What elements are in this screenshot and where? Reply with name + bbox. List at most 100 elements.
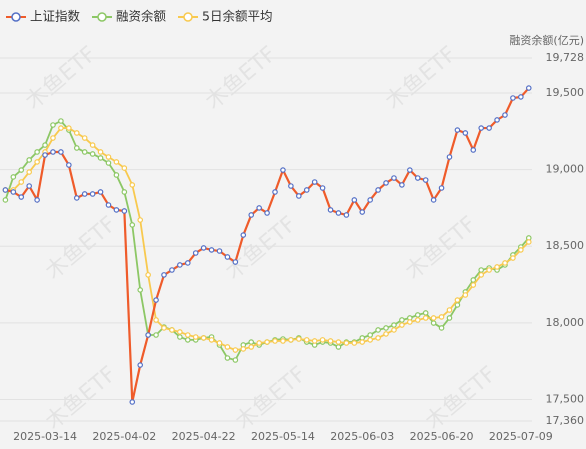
point [438,314,445,320]
point [303,337,310,343]
point [367,337,373,343]
point [272,338,278,344]
y-tick-label: 19,500 [546,86,585,99]
legend-marker [183,12,193,22]
point [343,212,350,218]
point [502,112,508,118]
point [518,247,524,253]
point [256,205,262,211]
point [97,149,104,155]
point [280,167,286,173]
point [50,122,56,128]
point [311,338,318,344]
x-tick-label: 2025-04-22 [172,430,236,443]
point [97,189,104,195]
point [454,297,461,303]
point [407,167,413,173]
point [89,151,96,157]
point [105,160,112,166]
point [34,149,40,155]
point [391,322,397,328]
point [288,183,294,189]
y-tick-label: 19,000 [546,163,585,176]
point [351,340,358,346]
point [446,307,453,313]
point [280,338,286,344]
point [58,125,64,131]
point [264,339,270,345]
point [89,191,96,197]
point [153,317,159,323]
point [422,315,429,321]
x-tick-label: 2025-06-20 [410,430,474,443]
point [248,344,255,350]
point [462,130,469,136]
watermark: 木鱼ETF [201,42,281,115]
point [335,344,342,350]
point [18,194,25,200]
point [327,338,334,344]
point [256,340,262,346]
point [81,191,88,197]
point [446,315,453,321]
point [430,197,437,203]
point [359,339,366,345]
point [169,327,175,333]
point [10,189,17,195]
point [414,175,421,181]
legend-marker [97,12,107,22]
y-axis-label: 融资余额(亿元) [509,33,584,47]
point [66,125,72,131]
point [288,337,294,343]
point [232,259,239,265]
point [351,197,358,203]
point [161,325,167,331]
legend-marker [11,12,21,22]
point [26,169,32,175]
point [224,344,231,350]
point [399,317,405,323]
point [184,332,191,338]
point [438,185,445,191]
point [248,212,255,218]
point [105,202,112,208]
point [422,177,429,183]
x-tick-label: 2025-03-14 [13,430,77,443]
point [42,152,48,158]
point [383,331,389,337]
y-tick-label: 19,728 [546,51,585,64]
watermark: 木鱼ETF [231,362,311,435]
point [391,327,397,333]
point [216,248,223,254]
point [414,317,421,323]
point [137,287,144,293]
point [240,346,247,352]
point [510,255,516,261]
y-tick-label: 18,500 [546,239,585,252]
point [319,337,326,343]
watermark: 木鱼ETF [381,42,461,115]
point [66,162,72,168]
point [113,207,120,213]
point [34,197,40,203]
point [486,125,492,131]
point [26,183,32,189]
watermark: 木鱼ETF [221,212,301,285]
point [129,182,136,188]
point [391,175,397,181]
point [367,332,373,338]
point [137,217,144,223]
point [129,399,136,405]
point [502,260,508,266]
point [200,335,207,341]
point [375,187,381,193]
x-tick-label: 2025-04-02 [92,430,156,443]
legend-text: 上证指数 [30,9,81,24]
point [407,319,413,325]
point [73,195,80,201]
point [494,117,500,123]
point [478,272,485,278]
point [10,174,17,180]
point [192,250,199,256]
point [422,310,429,316]
